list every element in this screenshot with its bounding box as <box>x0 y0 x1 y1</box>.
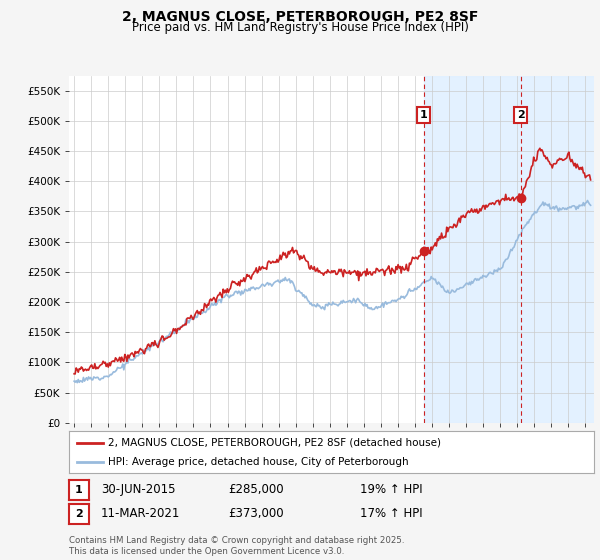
Text: HPI: Average price, detached house, City of Peterborough: HPI: Average price, detached house, City… <box>109 457 409 467</box>
Bar <box>424 76 600 423</box>
Text: 2: 2 <box>75 509 83 519</box>
Text: Price paid vs. HM Land Registry's House Price Index (HPI): Price paid vs. HM Land Registry's House … <box>131 21 469 34</box>
Text: 2: 2 <box>517 110 524 120</box>
Text: 2, MAGNUS CLOSE, PETERBOROUGH, PE2 8SF (detached house): 2, MAGNUS CLOSE, PETERBOROUGH, PE2 8SF (… <box>109 437 442 447</box>
Text: 1: 1 <box>419 110 427 120</box>
Text: 30-JUN-2015: 30-JUN-2015 <box>101 483 175 496</box>
Text: 19% ↑ HPI: 19% ↑ HPI <box>360 483 422 496</box>
Text: £285,000: £285,000 <box>228 483 284 496</box>
Text: 17% ↑ HPI: 17% ↑ HPI <box>360 507 422 520</box>
Text: £373,000: £373,000 <box>228 507 284 520</box>
Text: 2, MAGNUS CLOSE, PETERBOROUGH, PE2 8SF: 2, MAGNUS CLOSE, PETERBOROUGH, PE2 8SF <box>122 10 478 24</box>
Text: 11-MAR-2021: 11-MAR-2021 <box>101 507 180 520</box>
Text: 1: 1 <box>75 485 83 494</box>
Text: Contains HM Land Registry data © Crown copyright and database right 2025.
This d: Contains HM Land Registry data © Crown c… <box>69 536 404 556</box>
